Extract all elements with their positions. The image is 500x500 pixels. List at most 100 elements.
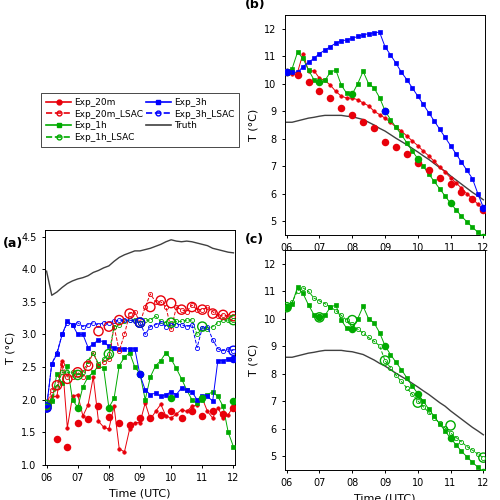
Point bbox=[136, 318, 144, 326]
Point bbox=[424, 166, 432, 173]
Y-axis label: T (°C): T (°C) bbox=[6, 332, 16, 364]
Point bbox=[348, 110, 356, 118]
Point bbox=[136, 318, 144, 326]
Point bbox=[392, 143, 400, 151]
Point bbox=[136, 318, 144, 326]
Point bbox=[105, 350, 113, 358]
Point bbox=[403, 150, 411, 158]
Point bbox=[198, 306, 206, 314]
Point bbox=[446, 180, 454, 188]
Point bbox=[316, 314, 324, 322]
Point bbox=[74, 418, 82, 426]
Point bbox=[42, 401, 50, 409]
Point bbox=[188, 303, 196, 311]
Point bbox=[94, 327, 102, 335]
Point bbox=[167, 318, 175, 326]
Point bbox=[105, 322, 113, 330]
Point bbox=[468, 195, 476, 203]
Point bbox=[446, 434, 454, 442]
Point bbox=[84, 416, 92, 424]
Point bbox=[282, 68, 290, 76]
Point bbox=[42, 401, 50, 409]
Point bbox=[381, 106, 389, 114]
Point bbox=[480, 204, 488, 212]
Point bbox=[167, 408, 175, 416]
Text: (b): (b) bbox=[245, 0, 266, 10]
Point bbox=[198, 412, 206, 420]
Point bbox=[480, 454, 488, 462]
X-axis label: Time (UTC): Time (UTC) bbox=[354, 494, 416, 500]
Point bbox=[381, 342, 389, 349]
Point bbox=[208, 408, 216, 416]
Point bbox=[282, 68, 290, 76]
Legend: Exp_20m, Exp_20m_LSAC, Exp_1h, Exp_1h_LSAC, Exp_3h, Exp_3h_LSAC, Truth: Exp_20m, Exp_20m_LSAC, Exp_1h, Exp_1h_LS… bbox=[42, 94, 238, 146]
Point bbox=[74, 404, 82, 411]
Point bbox=[282, 303, 290, 311]
X-axis label: Time (UTC): Time (UTC) bbox=[354, 259, 416, 269]
Point bbox=[480, 206, 488, 214]
Point bbox=[157, 296, 165, 304]
Point bbox=[42, 401, 50, 409]
Point bbox=[446, 422, 454, 430]
Point bbox=[42, 404, 50, 411]
Point bbox=[348, 90, 356, 98]
Point bbox=[316, 314, 324, 322]
Point bbox=[370, 124, 378, 132]
Point bbox=[115, 418, 123, 426]
Point bbox=[414, 390, 422, 398]
Point bbox=[42, 404, 50, 411]
Point bbox=[136, 370, 144, 378]
Point bbox=[446, 200, 454, 207]
Point bbox=[326, 94, 334, 102]
Point bbox=[316, 88, 324, 96]
Point bbox=[136, 414, 144, 422]
Point bbox=[414, 154, 422, 162]
Point bbox=[167, 394, 175, 402]
Text: (c): (c) bbox=[245, 232, 264, 245]
Point bbox=[157, 410, 165, 418]
Point bbox=[74, 368, 82, 376]
Point bbox=[458, 188, 466, 196]
Point bbox=[74, 371, 82, 379]
Point bbox=[230, 355, 237, 363]
Point bbox=[381, 138, 389, 145]
Point bbox=[230, 404, 237, 411]
Text: (a): (a) bbox=[3, 237, 24, 250]
Point bbox=[436, 174, 444, 182]
Point bbox=[316, 78, 324, 86]
Point bbox=[480, 233, 488, 241]
Point bbox=[230, 316, 237, 324]
Point bbox=[178, 306, 186, 314]
Point bbox=[359, 118, 367, 126]
Point bbox=[282, 68, 290, 76]
Point bbox=[126, 310, 134, 318]
Point bbox=[294, 71, 302, 79]
Point bbox=[64, 442, 72, 450]
Point bbox=[53, 382, 61, 390]
Point bbox=[53, 435, 61, 443]
Point bbox=[94, 402, 102, 410]
Point bbox=[198, 394, 206, 402]
Point bbox=[136, 370, 144, 378]
Point bbox=[230, 347, 237, 355]
X-axis label: Time (UTC): Time (UTC) bbox=[109, 489, 171, 499]
Point bbox=[146, 414, 154, 422]
Point bbox=[208, 310, 216, 318]
Point bbox=[282, 303, 290, 311]
Point bbox=[188, 408, 196, 416]
Point bbox=[167, 299, 175, 307]
Point bbox=[42, 404, 50, 411]
Point bbox=[338, 104, 345, 112]
Point bbox=[480, 468, 488, 476]
Point bbox=[219, 311, 227, 319]
Point bbox=[115, 316, 123, 324]
Point bbox=[64, 375, 72, 383]
Point bbox=[381, 106, 389, 114]
Point bbox=[230, 397, 237, 405]
Point bbox=[219, 410, 227, 418]
Point bbox=[84, 362, 92, 370]
Point bbox=[105, 414, 113, 422]
Point bbox=[126, 420, 134, 428]
Point bbox=[178, 414, 186, 422]
Point bbox=[348, 316, 356, 324]
